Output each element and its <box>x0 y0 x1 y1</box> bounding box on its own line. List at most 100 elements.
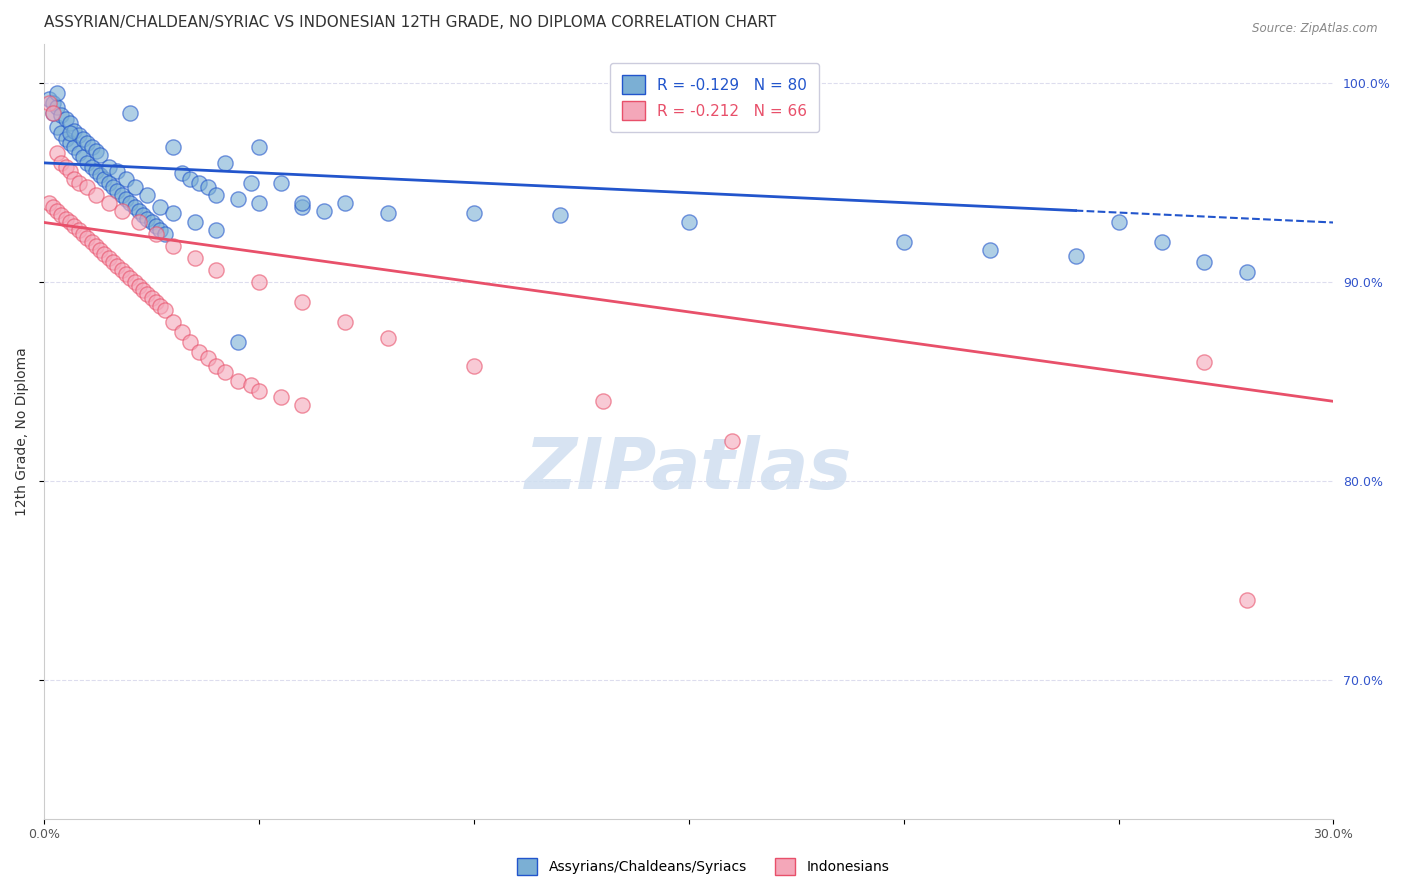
Point <box>105 184 128 198</box>
Point <box>1194 255 1216 269</box>
Point <box>76 179 98 194</box>
Point <box>84 239 107 253</box>
Point <box>592 394 614 409</box>
Point <box>145 227 167 242</box>
Point <box>93 171 115 186</box>
Point <box>333 315 356 329</box>
Point <box>42 96 65 111</box>
Point <box>105 259 128 273</box>
Point <box>46 145 69 160</box>
Point <box>247 195 270 210</box>
Point <box>93 247 115 261</box>
Point <box>132 283 155 297</box>
Point <box>179 334 201 349</box>
Point <box>97 195 120 210</box>
Point <box>120 106 142 120</box>
Point <box>80 140 103 154</box>
Point <box>136 287 159 301</box>
Point <box>42 106 65 120</box>
Point <box>153 227 176 242</box>
Point <box>162 239 184 253</box>
Point <box>97 252 120 266</box>
Point <box>226 192 249 206</box>
Point <box>59 164 82 178</box>
Point <box>1150 235 1173 250</box>
Point <box>291 398 314 412</box>
Point <box>678 215 700 229</box>
Point <box>136 187 159 202</box>
Point <box>72 150 94 164</box>
Point <box>124 179 146 194</box>
Point <box>38 96 60 111</box>
Point <box>377 331 399 345</box>
Point <box>291 195 314 210</box>
Point <box>42 200 65 214</box>
Point <box>205 263 228 277</box>
Point <box>72 132 94 146</box>
Point <box>145 219 167 234</box>
Point <box>197 179 219 194</box>
Point <box>1064 249 1087 263</box>
Point <box>120 271 142 285</box>
Point <box>128 203 150 218</box>
Point <box>111 203 134 218</box>
Point <box>214 156 236 170</box>
Point <box>179 171 201 186</box>
Point <box>1194 354 1216 368</box>
Point <box>46 203 69 218</box>
Point <box>59 136 82 150</box>
Point <box>115 267 138 281</box>
Text: ASSYRIAN/CHALDEAN/SYRIAC VS INDONESIAN 12TH GRADE, NO DIPLOMA CORRELATION CHART: ASSYRIAN/CHALDEAN/SYRIAC VS INDONESIAN 1… <box>44 15 776 30</box>
Point <box>38 92 60 106</box>
Point <box>76 136 98 150</box>
Point <box>46 100 69 114</box>
Point <box>51 156 73 170</box>
Point <box>120 195 142 210</box>
Point <box>183 215 205 229</box>
Point <box>226 375 249 389</box>
Point <box>226 334 249 349</box>
Point <box>197 351 219 365</box>
Point <box>51 126 73 140</box>
Point <box>76 231 98 245</box>
Point <box>42 106 65 120</box>
Point <box>59 116 82 130</box>
Point <box>1236 265 1258 279</box>
Point <box>67 223 90 237</box>
Point <box>38 195 60 210</box>
Point <box>247 140 270 154</box>
Point <box>67 128 90 142</box>
Point <box>162 140 184 154</box>
Point <box>333 195 356 210</box>
Point <box>89 244 111 258</box>
Point <box>205 187 228 202</box>
Point <box>141 291 163 305</box>
Point <box>162 205 184 219</box>
Point <box>270 390 292 404</box>
Point <box>63 140 86 154</box>
Point <box>67 176 90 190</box>
Point <box>188 176 211 190</box>
Point <box>205 359 228 373</box>
Point <box>128 215 150 229</box>
Point <box>111 187 134 202</box>
Point <box>63 219 86 234</box>
Point <box>67 145 90 160</box>
Point <box>145 295 167 310</box>
Text: ZIPatlas: ZIPatlas <box>526 435 852 504</box>
Point <box>136 211 159 226</box>
Point <box>1236 593 1258 607</box>
Point <box>84 164 107 178</box>
Point <box>463 359 485 373</box>
Point <box>51 208 73 222</box>
Point <box>149 223 172 237</box>
Point <box>101 179 124 194</box>
Point <box>76 156 98 170</box>
Point <box>80 160 103 174</box>
Legend: R = -0.129   N = 80, R = -0.212   N = 66: R = -0.129 N = 80, R = -0.212 N = 66 <box>610 63 820 132</box>
Point <box>55 112 77 127</box>
Point <box>893 235 915 250</box>
Point <box>205 223 228 237</box>
Point <box>162 315 184 329</box>
Point <box>105 164 128 178</box>
